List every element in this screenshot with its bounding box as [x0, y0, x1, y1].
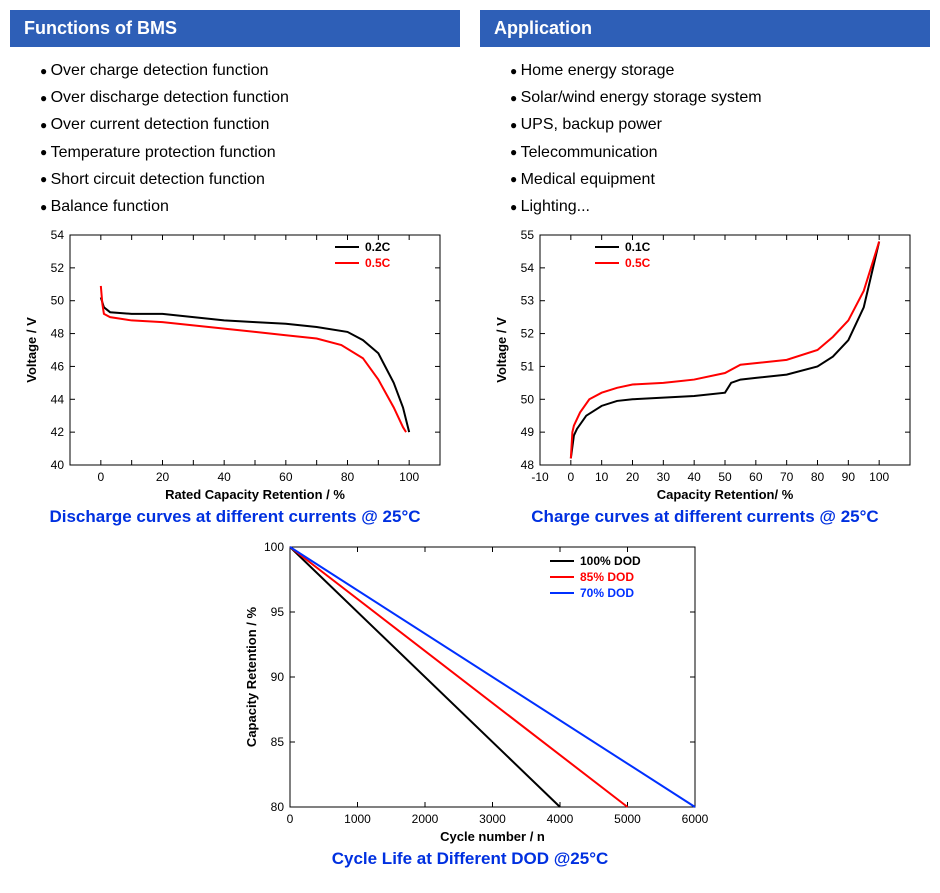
charge-chart-wrap: -10 0 10 20 30 40 50 60 70 80 90 100 48 49 50 51 52 53 54 5… [480, 225, 930, 527]
svg-text:50: 50 [718, 470, 732, 484]
svg-text:5000: 5000 [614, 812, 641, 826]
cycle-caption: Cycle Life at Different DOD @25°C [230, 849, 710, 869]
svg-text:49: 49 [521, 425, 535, 439]
charge-caption: Charge curves at different currents @ 25… [480, 507, 930, 527]
svg-text:48: 48 [521, 458, 535, 472]
svg-text:0: 0 [287, 812, 294, 826]
svg-text:Voltage / V: Voltage / V [24, 317, 39, 383]
svg-text:30: 30 [657, 470, 671, 484]
discharge-chart-wrap: 0 20 40 60 80 100 40 42 44 46 48 50 52 54 Rated Capaci… [10, 225, 460, 527]
svg-text:95: 95 [271, 605, 285, 619]
right-column: Application Home energy storageSolar/win… [480, 10, 930, 527]
svg-text:40: 40 [51, 458, 65, 472]
svg-text:54: 54 [51, 228, 65, 242]
list-item: UPS, backup power [510, 111, 910, 138]
top-columns: Functions of BMS Over charge detection f… [10, 10, 930, 527]
charge-chart: -10 0 10 20 30 40 50 60 70 80 90 100 48 49 50 51 52 53 54 5… [485, 225, 925, 505]
svg-text:53: 53 [521, 294, 535, 308]
cycle-chart: 0 1000 2000 3000 4000 5000 6000 80 85 90 95 100 Cycl… [230, 537, 710, 847]
list-item: Lighting... [510, 193, 910, 220]
svg-text:1000: 1000 [344, 812, 371, 826]
list-item: Solar/wind energy storage system [510, 84, 910, 111]
svg-text:51: 51 [521, 360, 535, 374]
svg-text:55: 55 [521, 228, 535, 242]
svg-text:Capacity Retention / %: Capacity Retention / % [244, 607, 259, 748]
svg-text:90: 90 [842, 470, 856, 484]
svg-text:100% DOD: 100% DOD [580, 554, 641, 568]
svg-text:40: 40 [217, 470, 231, 484]
svg-text:100: 100 [399, 470, 419, 484]
svg-text:Voltage / V: Voltage / V [494, 317, 509, 383]
svg-text:85: 85 [271, 735, 285, 749]
list-item: Over discharge detection function [40, 84, 440, 111]
svg-text:90: 90 [271, 670, 285, 684]
discharge-chart: 0 20 40 60 80 100 40 42 44 46 48 50 52 54 Rated Capaci… [15, 225, 455, 505]
svg-text:100: 100 [869, 470, 889, 484]
functions-header: Functions of BMS [10, 10, 460, 47]
svg-text:50: 50 [521, 392, 535, 406]
svg-text:0.2C: 0.2C [365, 240, 391, 254]
svg-text:0: 0 [97, 470, 104, 484]
svg-text:0: 0 [567, 470, 574, 484]
list-item: Temperature protection function [40, 139, 440, 166]
svg-text:70: 70 [780, 470, 794, 484]
svg-text:60: 60 [749, 470, 763, 484]
svg-text:40: 40 [687, 470, 701, 484]
svg-text:100: 100 [264, 540, 284, 554]
svg-text:Capacity Retention/ %: Capacity Retention/ % [657, 487, 794, 502]
discharge-caption: Discharge curves at different currents @… [10, 507, 460, 527]
application-header: Application [480, 10, 930, 47]
svg-text:6000: 6000 [682, 812, 709, 826]
svg-text:46: 46 [51, 360, 65, 374]
svg-text:20: 20 [156, 470, 170, 484]
svg-text:3000: 3000 [479, 812, 506, 826]
svg-text:80: 80 [811, 470, 825, 484]
svg-text:Rated Capacity Retention / %: Rated Capacity Retention / % [165, 487, 345, 502]
list-item: Telecommunication [510, 139, 910, 166]
svg-text:52: 52 [51, 261, 65, 275]
svg-text:2000: 2000 [412, 812, 439, 826]
functions-list: Over charge detection functionOver disch… [10, 47, 460, 225]
list-item: Balance function [40, 193, 440, 220]
svg-text:85% DOD: 85% DOD [580, 570, 634, 584]
svg-text:80: 80 [341, 470, 355, 484]
svg-text:10: 10 [595, 470, 609, 484]
svg-text:0.1C: 0.1C [625, 240, 651, 254]
svg-text:54: 54 [521, 261, 535, 275]
svg-text:48: 48 [51, 327, 65, 341]
svg-text:4000: 4000 [547, 812, 574, 826]
cycle-chart-wrap: 0 1000 2000 3000 4000 5000 6000 80 85 90 95 100 Cycl… [230, 537, 710, 869]
svg-text:50: 50 [51, 294, 65, 308]
svg-text:60: 60 [279, 470, 293, 484]
left-column: Functions of BMS Over charge detection f… [10, 10, 460, 527]
svg-text:44: 44 [51, 392, 65, 406]
application-list: Home energy storageSolar/wind energy sto… [480, 47, 930, 225]
svg-text:-10: -10 [531, 470, 549, 484]
list-item: Medical equipment [510, 166, 910, 193]
svg-text:80: 80 [271, 800, 285, 814]
list-item: Home energy storage [510, 57, 910, 84]
svg-text:42: 42 [51, 425, 65, 439]
svg-text:70% DOD: 70% DOD [580, 586, 634, 600]
svg-text:0.5C: 0.5C [365, 256, 391, 270]
svg-text:0.5C: 0.5C [625, 256, 651, 270]
list-item: Over current detection function [40, 111, 440, 138]
list-item: Short circuit detection function [40, 166, 440, 193]
svg-text:52: 52 [521, 327, 535, 341]
cycle-row: 0 1000 2000 3000 4000 5000 6000 80 85 90 95 100 Cycl… [10, 537, 930, 869]
svg-text:Cycle number / n: Cycle number / n [440, 829, 545, 844]
svg-text:20: 20 [626, 470, 640, 484]
list-item: Over charge detection function [40, 57, 440, 84]
